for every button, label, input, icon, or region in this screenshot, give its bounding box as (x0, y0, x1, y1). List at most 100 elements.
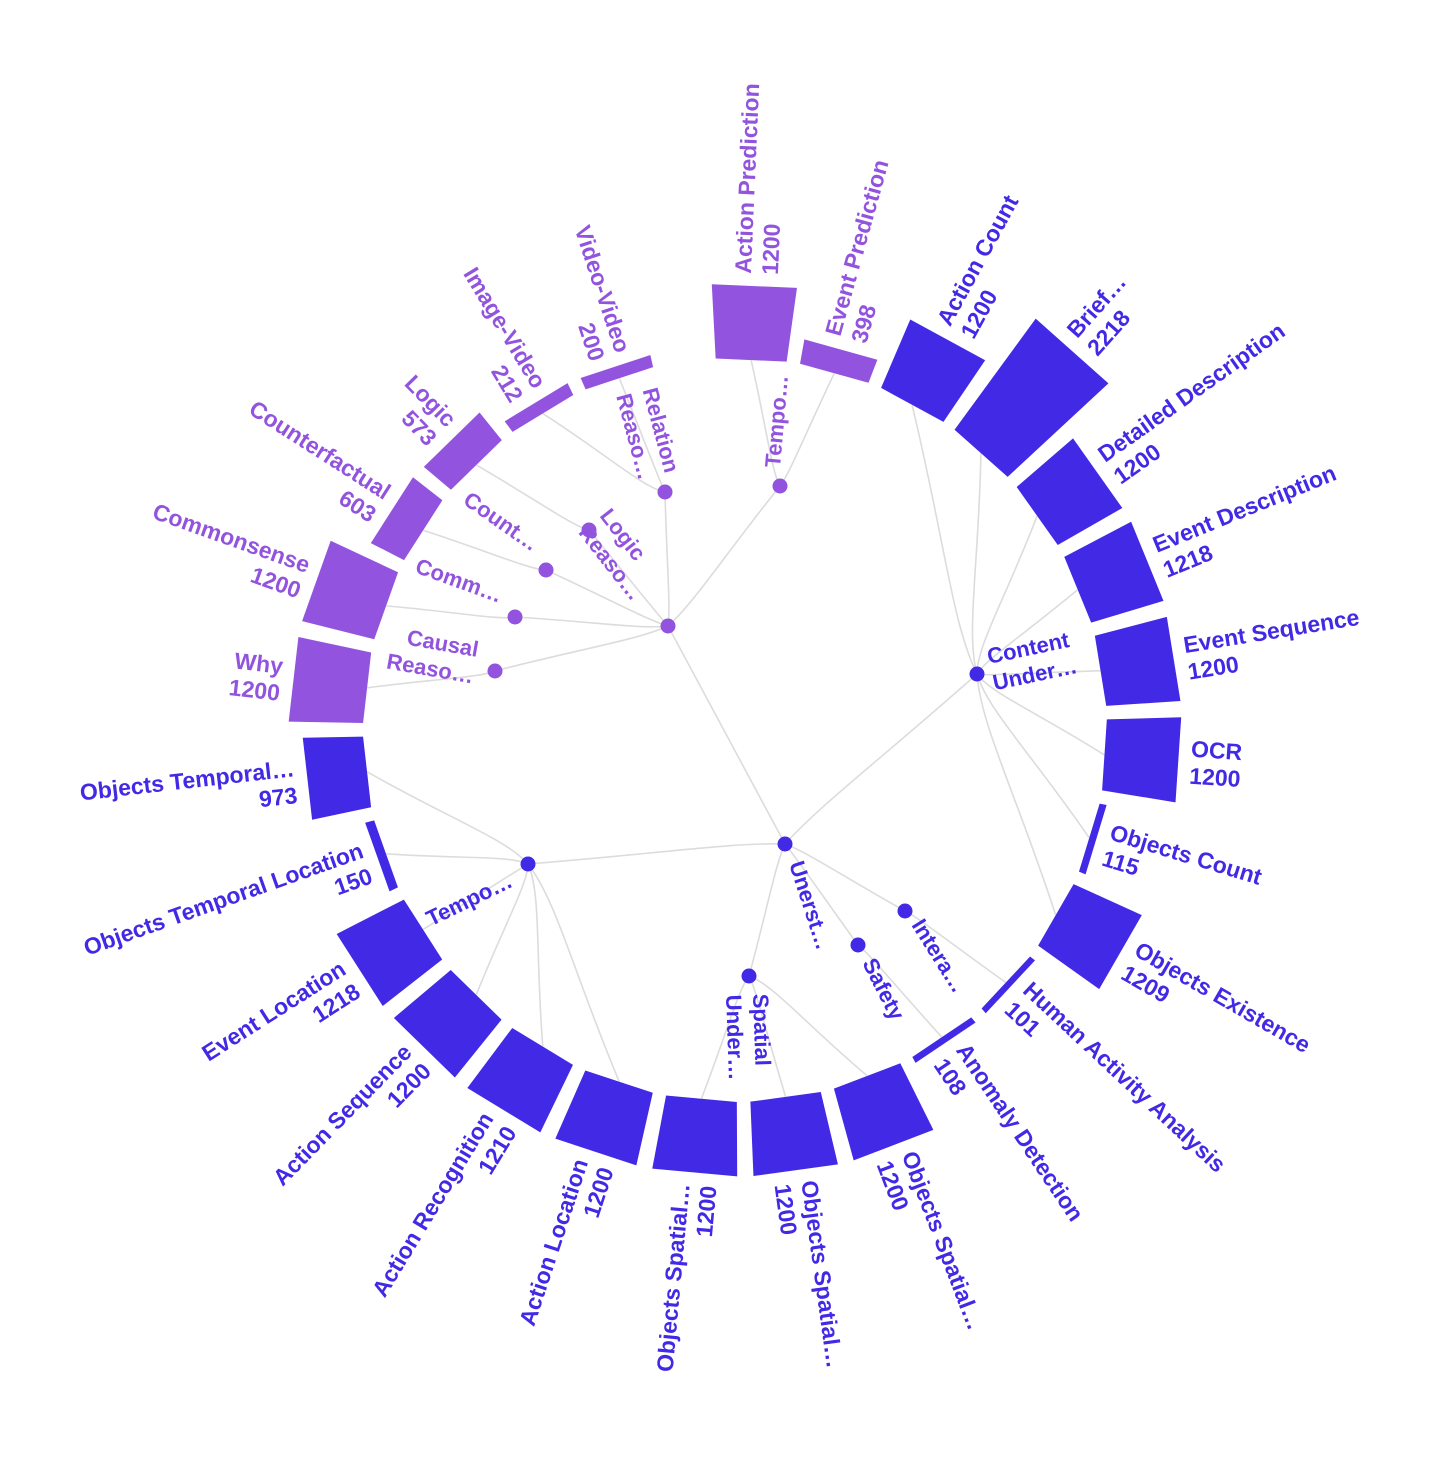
bar-image-video-25 (504, 383, 574, 432)
bar-counterfactual-23 (370, 477, 443, 561)
leaf-label-8: Objects Count115 (1099, 819, 1265, 916)
link-leaf-16 (527, 863, 544, 1047)
link-leaf-9 (976, 673, 1057, 915)
bar-event-description-5 (1064, 521, 1164, 623)
leaf-label-2: Action Count1200 (932, 190, 1048, 342)
bar-event-sequence-6 (1094, 616, 1181, 706)
leaf-label-0: Action Prediction1200 (730, 83, 791, 276)
bar-objects-temporal-location-19 (365, 820, 398, 892)
link-leaf-7 (976, 673, 1105, 756)
node-label-causal: CausalReaso… (385, 622, 481, 688)
link-leaf-19 (386, 853, 529, 865)
bar-action-prediction-0 (711, 284, 797, 362)
leaf-label-5: Event Description1218 (1149, 460, 1350, 583)
link-reasoning-commonsense (514, 616, 669, 628)
bar-action-recognition-16 (467, 1027, 573, 1133)
leaf-label-14: Objects Spatial…1200 (652, 1182, 722, 1375)
node-label-temporal_r: Tempo… (760, 374, 793, 468)
bar-anomaly-detection-11 (912, 1017, 976, 1063)
node-temporal (520, 856, 536, 872)
link-root-reasoning (667, 625, 786, 845)
bar-objects-temporal-20 (302, 736, 372, 820)
link-leaf-15 (527, 863, 620, 1082)
bar-event-prediction-1 (800, 339, 878, 383)
leaf-label-13: Objects Spatial…1200 (770, 1179, 848, 1374)
node-causal (487, 663, 503, 679)
bar-objects-spatial-13 (750, 1091, 838, 1177)
bar-ocr-7 (1102, 717, 1182, 803)
node-relation (657, 484, 673, 500)
link-reasoning-relation (664, 491, 670, 627)
leaf-label-18: Event Location1218 (197, 955, 365, 1089)
tree-nodes: Unerst… ContentUnder… Tempo… SpatialUnder… S… (385, 374, 1080, 1081)
node-label-root: Unerst… (784, 858, 836, 953)
bar-human-activity-analysis-10 (981, 956, 1036, 1014)
link-leaf-22 (386, 605, 516, 619)
link-leaf-2 (911, 404, 978, 675)
leaf-bars (288, 284, 1182, 1177)
bar-action-sequence-17 (393, 969, 502, 1078)
bar-commonsense-22 (302, 540, 399, 640)
node-counterfactual (538, 562, 554, 578)
bar-event-location-18 (336, 899, 443, 1007)
leaf-label-7: OCR1200 (1188, 736, 1243, 792)
node-label-safety: Safety (858, 954, 911, 1025)
leaf-label-22: Commonsense1200 (140, 498, 313, 603)
node-label-interaction: Intera… (907, 914, 972, 997)
node-reasoning (660, 618, 676, 634)
leaf-label-6: Event Sequence1200 (1182, 604, 1366, 685)
node-interaction (897, 903, 913, 919)
link-leaf-17 (475, 863, 529, 995)
node-logic (581, 522, 597, 538)
leaf-label-3: Brief…2218 (1062, 269, 1152, 361)
bar-objects-spatial-12 (833, 1063, 934, 1161)
bar-video-video-26 (580, 355, 654, 390)
leaf-label-21: Why1200 (228, 647, 285, 706)
leaf-label-1: Event Prediction398 (820, 157, 920, 346)
leaf-label-11: Anomaly Detection108 (929, 1038, 1089, 1240)
bar-logic-24 (423, 412, 502, 490)
tree-links (366, 360, 1105, 1099)
leaf-label-4: Detailed Description1200 (1093, 317, 1305, 489)
bar-action-location-15 (555, 1070, 653, 1166)
link-root-content (784, 673, 978, 845)
node-temporal_r (772, 478, 788, 494)
bar-brief-3 (954, 318, 1109, 477)
leaf-label-23: Counterfactual603 (230, 395, 395, 527)
bar-objects-existence-9 (1038, 884, 1142, 990)
leaf-label-16: Action Recognition1210 (367, 1108, 522, 1316)
link-leaf-12 (748, 975, 868, 1077)
link-reasoning-temporal_r (667, 485, 781, 627)
leaf-label-25: Image-Video212 (435, 263, 551, 407)
link-root-temporal (527, 843, 786, 865)
leaf-label-20: Objects Temporal…973 (78, 755, 298, 832)
leaf-label-24: Logic573 (381, 370, 462, 451)
node-content (969, 666, 985, 682)
node-spatial (741, 968, 757, 984)
node-root (777, 836, 793, 852)
bar-why-21 (288, 636, 372, 724)
link-root-spatial (748, 843, 786, 977)
node-commonsense (507, 609, 523, 625)
link-root-interaction (784, 843, 906, 912)
leaf-label-12: Objects Spatial…1200 (872, 1147, 989, 1343)
bar-objects-spatial-14 (652, 1095, 738, 1177)
bar-action-count-2 (881, 319, 986, 422)
link-leaf-3 (971, 453, 982, 675)
leaf-label-17: Action Sequence1200 (268, 1039, 436, 1209)
node-label-content: ContentUnder… (985, 627, 1080, 696)
leaf-label-26: Video-Video200 (544, 222, 636, 364)
node-safety (850, 937, 866, 953)
link-reasoning-counterfactual (545, 569, 669, 627)
link-reasoning-causal (494, 625, 669, 672)
bar-detailed-description-4 (1016, 438, 1123, 546)
link-leaf-25 (542, 413, 666, 493)
link-leaf-20 (366, 771, 529, 865)
bar-objects-count-8 (1078, 803, 1107, 875)
link-leaf-8 (976, 673, 1090, 839)
leaf-label-15: Action Location1200 (514, 1156, 619, 1338)
node-label-commonsense: Comm… (412, 553, 506, 607)
node-label-spatial: SpatialUnder… (721, 993, 776, 1080)
link-leaf-4 (976, 515, 1038, 675)
